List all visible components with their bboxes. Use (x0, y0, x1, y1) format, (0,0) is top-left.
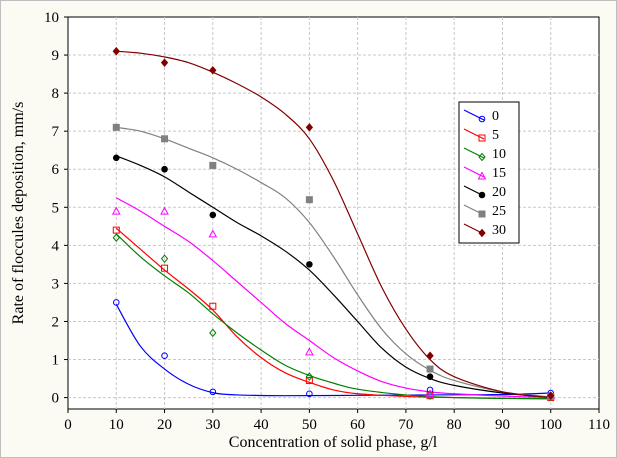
data-point-series-30 (112, 46, 120, 56)
x-tick-label: 20 (157, 417, 172, 433)
x-tick-label: 90 (495, 417, 510, 433)
x-axis-label: Concentration of solid phase, g/l (229, 434, 438, 451)
legend-marker-30 (478, 228, 486, 238)
data-point-series-20 (161, 165, 168, 173)
x-tick-label: 10 (109, 417, 124, 433)
y-tick-label: 9 (52, 48, 60, 64)
data-point-series-0 (112, 299, 120, 306)
data-point-series-25 (209, 161, 217, 169)
data-point-series-15 (425, 389, 435, 398)
fit-curve-30 (116, 50, 551, 399)
x-tick-label: 100 (539, 417, 562, 433)
data-point-series-25 (305, 196, 313, 204)
y-tick-label: 0 (52, 391, 60, 407)
fit-curve-15 (115, 197, 551, 399)
y-tick-label: 3 (52, 276, 60, 292)
legend-label-15: 15 (492, 166, 506, 181)
data-point-series-5 (112, 226, 120, 234)
x-tick-label: 30 (205, 417, 220, 433)
data-point-series-15 (305, 347, 314, 356)
legend-marker-5 (478, 134, 486, 142)
x-tick-label: 60 (350, 417, 365, 433)
legend-marker-15 (477, 171, 487, 180)
x-tick-label: 40 (254, 417, 269, 433)
data-point-series-15 (111, 206, 121, 215)
legend-label-10: 10 (492, 147, 506, 162)
data-point-series-10 (209, 328, 217, 338)
x-tick-label: 80 (447, 417, 462, 433)
legend-label-20: 20 (492, 185, 506, 200)
y-tick-label: 8 (52, 86, 60, 102)
legend-swatch-10 (463, 147, 485, 159)
y-tick-label: 4 (52, 238, 60, 254)
legend-label-0: 0 (492, 109, 499, 124)
legend-box (458, 101, 520, 244)
data-point-series-20 (426, 373, 434, 380)
y-tick-label: 10 (44, 10, 59, 26)
fit-curve-10 (115, 233, 551, 400)
data-point-series-25 (161, 135, 169, 143)
data-point-series-5 (161, 264, 169, 272)
data-point-series-0 (209, 388, 217, 396)
data-point-series-30 (305, 123, 314, 132)
data-point-series-30 (426, 351, 434, 360)
x-tick-label: 70 (398, 417, 413, 433)
data-point-series-25 (426, 365, 434, 373)
data-point-series-5 (209, 302, 217, 310)
fit-curve-20 (116, 155, 551, 399)
fit-curves (115, 50, 551, 400)
data-point-series-30 (547, 391, 555, 400)
x-tick-label: 110 (588, 417, 610, 433)
data-point-series-0 (161, 352, 168, 360)
y-tick-label: 6 (52, 162, 60, 178)
data-point-series-10 (112, 233, 120, 243)
legend-marker-0 (478, 115, 486, 123)
data-point-series-20 (306, 261, 313, 268)
y-axis-label: Rate of floccules deposition, mm/s (10, 102, 27, 325)
legend-marker-25 (478, 210, 486, 218)
x-tick-label: 0 (64, 417, 72, 433)
legend-swatch-5 (463, 128, 485, 140)
legend-marker-20 (478, 191, 486, 199)
y-tick-label: 5 (52, 200, 60, 216)
data-point-series-0 (306, 390, 313, 398)
data-point-series-30 (209, 66, 217, 75)
data-point-series-10 (305, 372, 314, 381)
y-tick-label: 1 (52, 353, 60, 369)
legend-label-5: 5 (492, 128, 499, 143)
data-point-series-15 (208, 229, 218, 238)
data-points (111, 46, 556, 402)
data-point-series-25 (112, 123, 120, 131)
data-point-series-30 (160, 58, 169, 67)
legend: 0 5 10 15 20 25 30 (458, 101, 520, 244)
legend-swatch-0 (463, 109, 485, 121)
fit-curve-25 (116, 126, 551, 398)
data-point-series-15 (160, 206, 169, 215)
data-point-series-10 (160, 254, 169, 263)
legend-marker-10 (478, 152, 486, 162)
legend-label-30: 30 (492, 223, 506, 238)
y-tick-label: 7 (52, 124, 60, 140)
data-point-series-20 (112, 154, 120, 162)
fit-curve-0 (115, 304, 551, 397)
y-tick-label: 2 (52, 314, 60, 330)
data-point-series-5 (305, 376, 313, 384)
legend-label-25: 25 (492, 204, 506, 219)
data-point-series-20 (209, 211, 217, 219)
x-tick-label: 50 (302, 417, 317, 433)
